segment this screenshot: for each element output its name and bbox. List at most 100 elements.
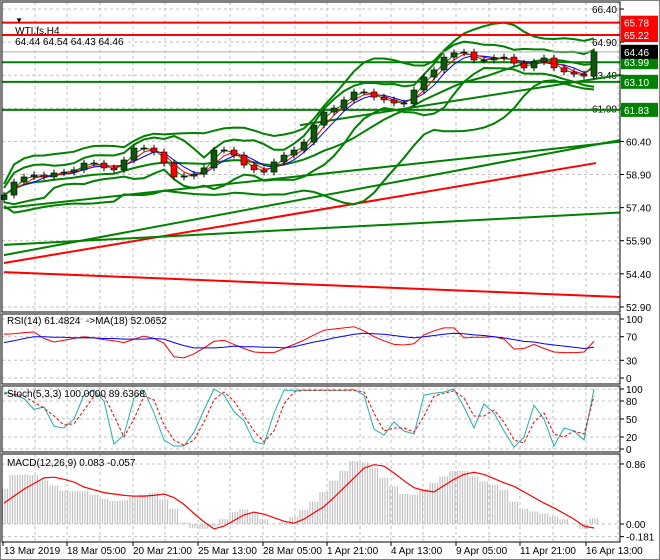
panel-frame xyxy=(1,453,621,543)
price-tick-label: 54.40 xyxy=(626,270,651,281)
candle-bullish xyxy=(460,51,468,54)
stoch-signal-line xyxy=(4,389,595,446)
rsi-tick-label: 70 xyxy=(626,333,638,344)
panel-frame xyxy=(1,1,621,313)
level-price-tag: 63.99 xyxy=(624,58,649,69)
candle-bearish xyxy=(380,96,388,101)
price-tick-label: 52.90 xyxy=(626,303,651,314)
price-tick-label: 58.90 xyxy=(626,171,651,182)
candle-bullish xyxy=(490,57,498,61)
candle-bullish xyxy=(320,111,328,126)
candle-bearish xyxy=(230,149,238,156)
time-axis-label: 11 Apr 21:00 xyxy=(520,546,576,557)
ohlc-values: 64.44 64.54 64.43 64.46 xyxy=(15,37,124,48)
bollinger-band-wide xyxy=(3,79,595,214)
stoch-tick-label: 80 xyxy=(626,397,638,408)
candle-bearish xyxy=(170,162,178,178)
level-price-tag-bg xyxy=(621,102,658,117)
candle-bullish xyxy=(30,174,38,178)
dropdown-triangle-icon[interactable]: ▼ xyxy=(15,16,24,25)
candle-bullish xyxy=(350,91,358,101)
symbol-label: WTI.fs,H4 xyxy=(15,26,60,37)
panel-frame xyxy=(1,385,621,453)
trend-line-green xyxy=(3,139,621,257)
macd-signal-line xyxy=(3,464,595,530)
candle-bearish xyxy=(370,91,378,98)
candle-bullish xyxy=(410,89,418,105)
candle-bullish xyxy=(140,147,148,150)
time-axis-label: 1 Apr 21:00 xyxy=(327,546,379,557)
current-price-tag: 64.46 xyxy=(624,48,649,59)
candle-bullish xyxy=(500,56,508,59)
price-tick-label: 64.90 xyxy=(592,38,617,49)
macd-tick-label: 0.00 xyxy=(626,520,646,531)
candle-bullish xyxy=(530,61,538,69)
rsi-ma-line xyxy=(3,332,595,350)
trend-line-green xyxy=(3,140,621,210)
candle-bullish xyxy=(130,147,138,161)
candle-bullish xyxy=(280,154,288,163)
price-tick-label: 66.40 xyxy=(592,5,617,16)
candle-bullish xyxy=(10,181,18,196)
candle-bullish xyxy=(340,99,348,109)
stoch-tick-label: 50 xyxy=(626,415,638,426)
stoch-label: Stoch(5,3,3) 100.0000 89.6368 xyxy=(7,389,145,400)
candle-bullish xyxy=(50,172,58,178)
level-price-tag: 65.78 xyxy=(624,19,649,30)
rsi-label: RSI(14) 61.4824 ->MA(18) 52.0652 xyxy=(7,316,167,327)
panel-frame xyxy=(1,313,621,385)
trend-line-red xyxy=(3,271,621,299)
candle-bearish xyxy=(150,147,158,153)
current-price-tag-bg xyxy=(621,44,658,59)
level-price-tag: 63.10 xyxy=(624,78,649,89)
candle-bullish xyxy=(300,141,308,151)
candle-bearish xyxy=(160,151,168,164)
candle-bullish xyxy=(220,149,228,152)
time-axis-label: 16 Apr 13:00 xyxy=(586,546,643,557)
candle-bearish xyxy=(390,99,398,104)
candle-bullish xyxy=(60,171,68,174)
chart-header: ▼ WTI.fs,H4 64.44 64.54 64.43 64.46 xyxy=(4,4,124,59)
stoch-tick-label: 20 xyxy=(626,433,638,444)
candle-bullish xyxy=(430,69,438,78)
candle-bullish xyxy=(420,76,428,91)
rsi-tick-label: 100 xyxy=(626,315,643,326)
stoch-tick-label: 0 xyxy=(626,445,632,456)
candle-bullish xyxy=(180,175,188,178)
candle-bearish xyxy=(550,57,558,69)
candle-bearish xyxy=(40,174,48,178)
candle-bullish xyxy=(450,52,458,58)
candle-bearish xyxy=(580,73,588,77)
rsi-line xyxy=(3,326,595,359)
candle-bearish xyxy=(250,164,258,171)
time-axis-label: 20 Mar 21:00 xyxy=(133,546,192,557)
bollinger-band-narrow xyxy=(3,40,595,189)
trend-line-red xyxy=(3,162,597,265)
time-axis-label: 18 Mar 05:00 xyxy=(67,546,126,557)
candle-bearish xyxy=(520,62,528,69)
bollinger-band-narrow xyxy=(3,66,595,206)
candle-bearish xyxy=(260,169,268,173)
candle-bearish xyxy=(240,154,248,166)
time-axis-label: 25 Mar 13:00 xyxy=(198,546,257,557)
stoch-main-line xyxy=(3,388,595,449)
candle-bullish xyxy=(480,59,488,62)
candle-bearish xyxy=(110,167,118,171)
macd-tick-label: -0.181 xyxy=(626,533,655,544)
level-price-tag-bg xyxy=(621,15,658,30)
candle-bullish xyxy=(120,159,128,171)
candle-bullish xyxy=(90,162,98,165)
macd-label: MACD(12,26,9) 0.083 -0.057 xyxy=(7,458,136,469)
candle-bullish xyxy=(20,176,28,183)
candle-bullish xyxy=(270,161,278,173)
moving-average-fast xyxy=(3,51,595,196)
rsi-tick-label: 30 xyxy=(626,356,638,367)
level-price-tag: 65.22 xyxy=(624,31,649,42)
trend-line-green xyxy=(3,211,621,246)
candle-bearish xyxy=(470,51,478,61)
candle-bullish xyxy=(190,173,198,177)
candle-bearish xyxy=(560,67,568,73)
time-axis-label: 9 Apr 05:00 xyxy=(456,546,508,557)
